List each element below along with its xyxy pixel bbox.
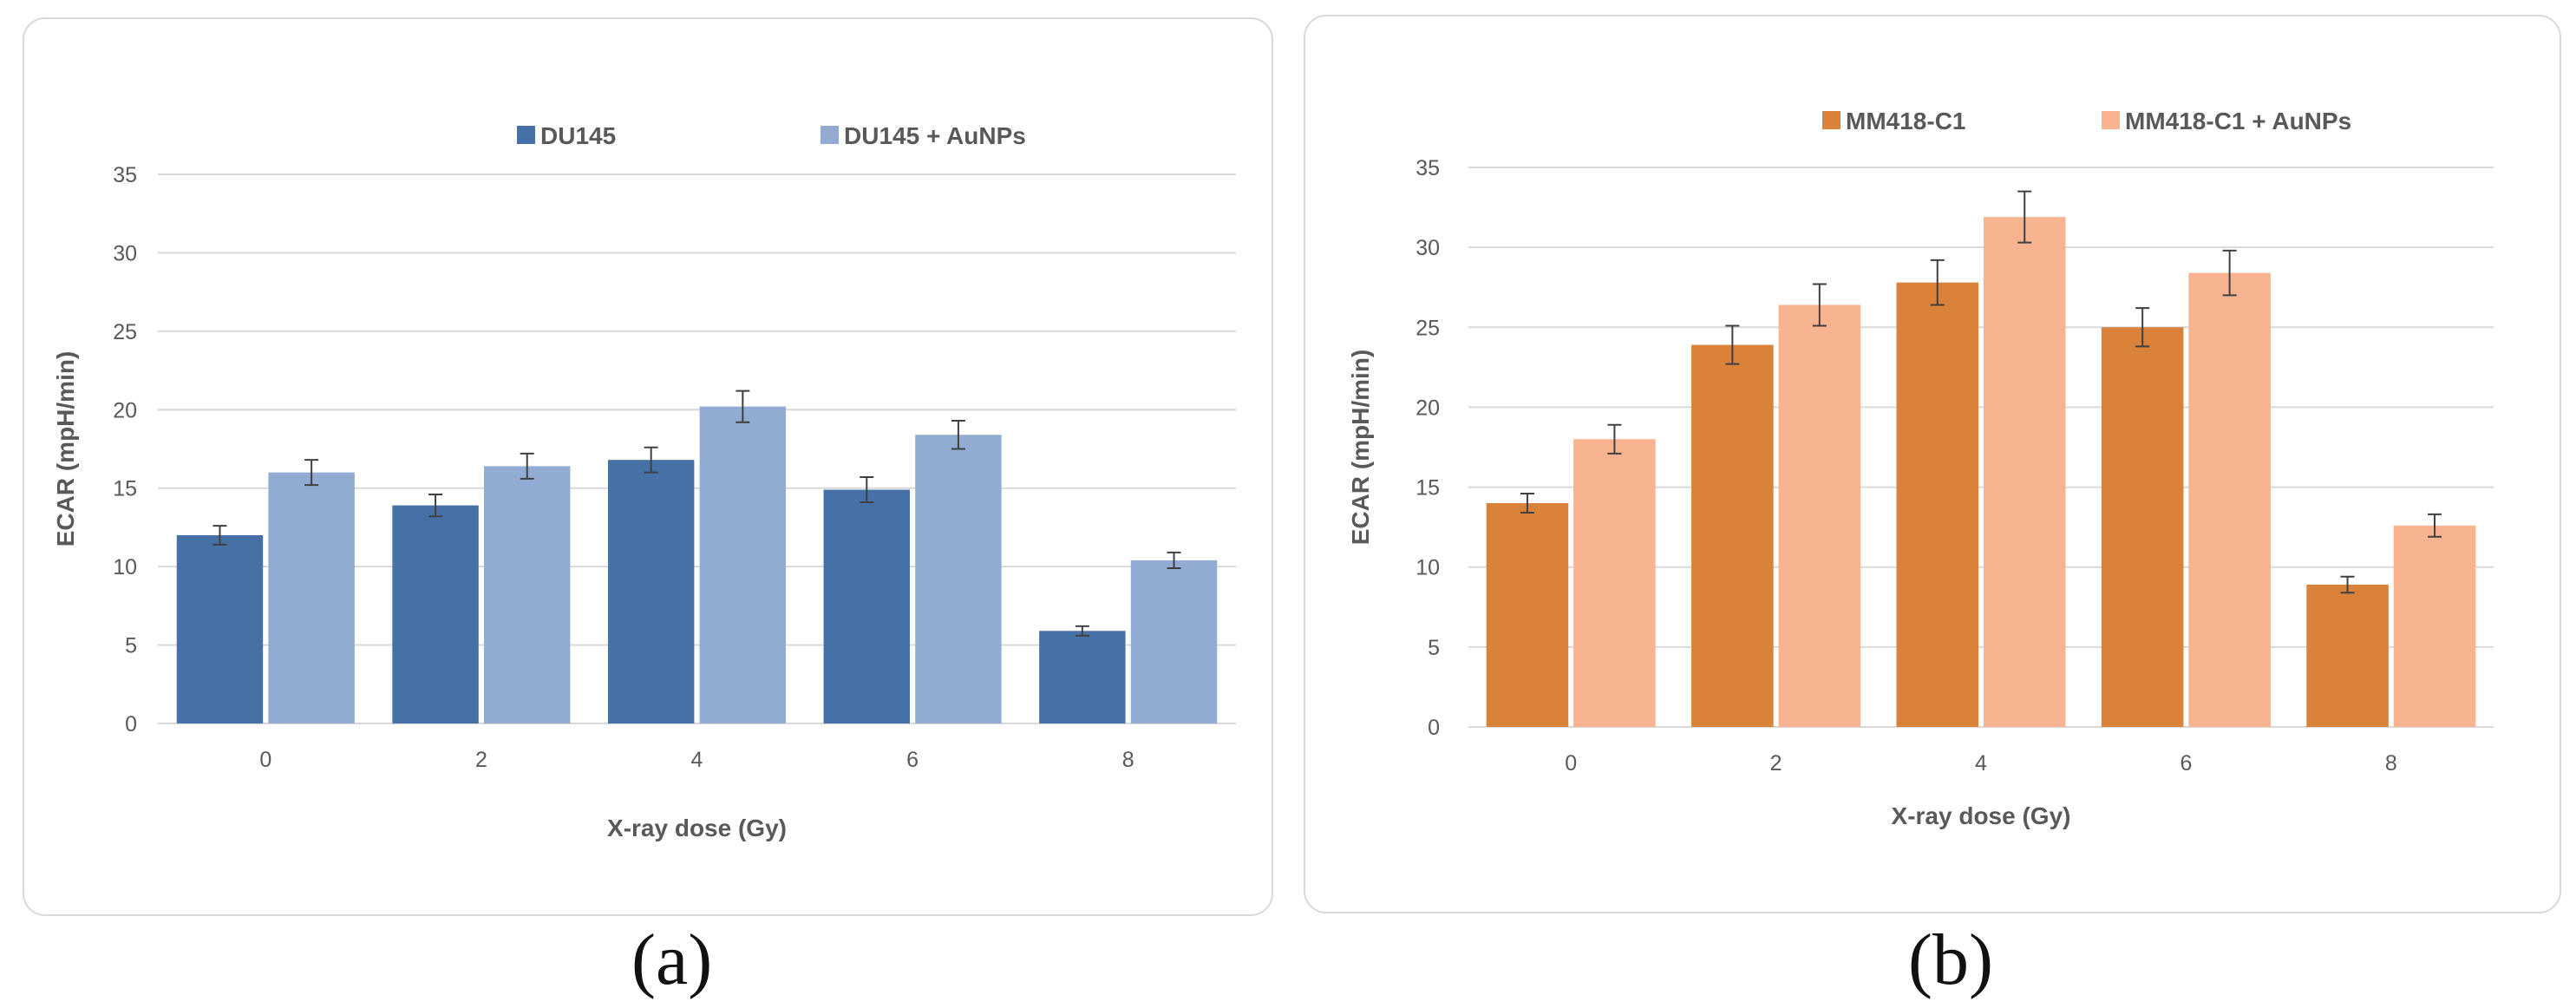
bar-series1 (823, 489, 910, 723)
x-tick-label: 6 (906, 748, 919, 772)
y-tick-label: 20 (1415, 396, 1440, 420)
x-tick-label: 0 (259, 748, 271, 772)
bar-series1 (1896, 282, 1979, 728)
x-axis-title: X-ray dose (Gy) (1892, 802, 2071, 829)
legend-label: MM418-C1 (1846, 108, 1965, 134)
figure-label-a: (a) (631, 920, 713, 1000)
y-tick-label: 0 (125, 712, 137, 736)
y-tick-label: 30 (113, 241, 137, 265)
x-tick-label: 4 (1975, 751, 1987, 776)
y-tick-label: 0 (1428, 716, 1440, 740)
x-tick-label: 6 (2180, 751, 2192, 776)
bar-series2 (2188, 272, 2271, 728)
bar-series1 (1039, 631, 1126, 723)
legend-swatch (517, 126, 535, 144)
x-tick-label: 2 (475, 748, 487, 772)
bar-series2 (1778, 304, 1861, 727)
bar-series2 (1573, 439, 1656, 727)
bar-series2 (268, 472, 355, 723)
legend-swatch (1822, 111, 1840, 129)
x-tick-label: 2 (1770, 751, 1782, 776)
bar-series1 (1691, 344, 1774, 727)
bar-series1 (2306, 584, 2389, 727)
bar-series1 (392, 505, 479, 723)
bar-series1 (1486, 503, 1569, 727)
y-tick-label: 35 (1415, 156, 1440, 180)
x-tick-label: 4 (691, 748, 703, 772)
bar-series2 (2393, 525, 2476, 727)
y-tick-label: 30 (1415, 236, 1440, 260)
legend-label: DU145 + AuNPs (844, 122, 1026, 149)
y-tick-label: 25 (113, 320, 137, 344)
y-tick-label: 15 (113, 477, 137, 501)
y-tick-label: 20 (113, 398, 137, 422)
x-tick-label: 8 (1122, 748, 1134, 772)
y-axis-title: ECAR (mpH/min) (1347, 350, 1374, 546)
x-tick-label: 0 (1565, 751, 1577, 776)
bar-series2 (1130, 560, 1218, 723)
legend-label: DU145 (540, 122, 616, 149)
legend-label: MM418-C1 + AuNPs (2125, 108, 2351, 134)
bar-series2 (699, 406, 787, 723)
y-axis-title: ECAR (mpH/min) (52, 351, 79, 547)
y-tick-label: 15 (1415, 476, 1440, 501)
y-tick-label: 35 (113, 163, 137, 187)
bar-series2 (915, 435, 1002, 723)
y-tick-label: 25 (1415, 316, 1440, 340)
bar-series2 (1983, 217, 2066, 728)
x-tick-label: 8 (2385, 751, 2397, 776)
x-axis-title: X-ray dose (Gy) (607, 815, 787, 841)
bar-series1 (607, 460, 695, 723)
bar-series1 (2101, 327, 2184, 727)
figure-label-b: (b) (1908, 920, 1993, 1000)
bar-series1 (176, 534, 264, 723)
legend-swatch (2102, 111, 2120, 129)
bar-series2 (484, 466, 571, 723)
y-tick-label: 5 (1428, 636, 1440, 660)
legend-swatch (821, 126, 839, 144)
y-tick-label: 10 (1415, 556, 1440, 580)
y-tick-label: 10 (113, 555, 137, 579)
y-tick-label: 5 (125, 634, 137, 658)
